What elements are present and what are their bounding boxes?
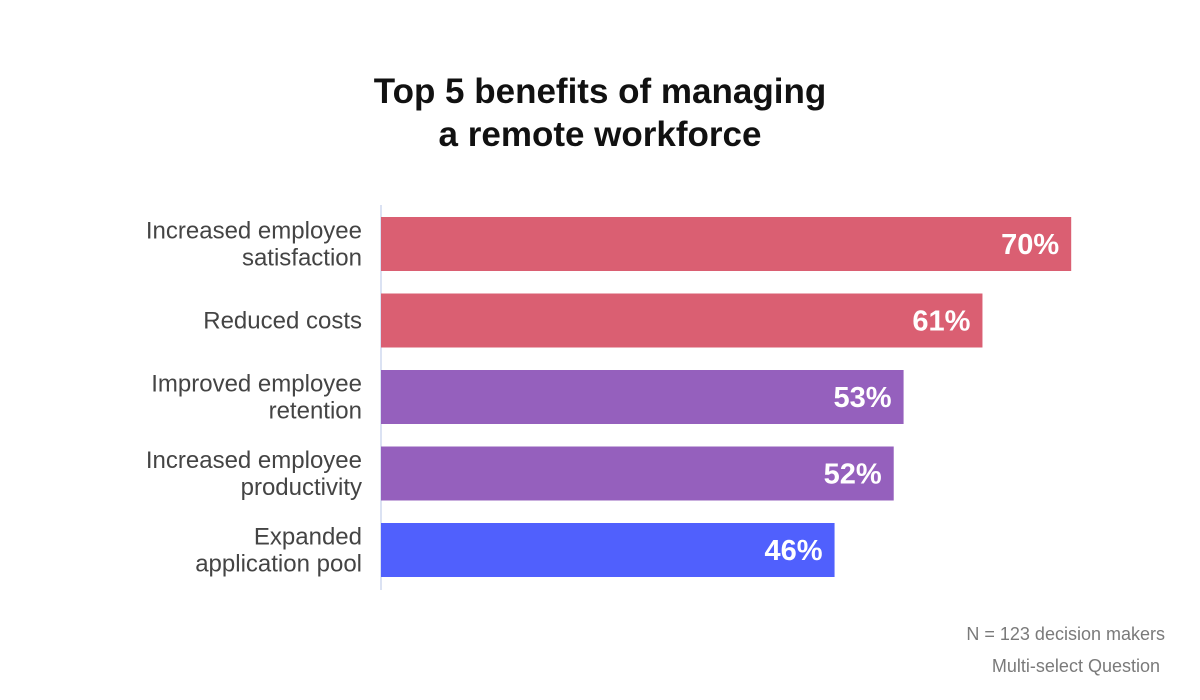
bar-2	[381, 293, 983, 348]
category-label-1-line-2: satisfaction	[242, 245, 362, 272]
chart-title-line-1: Top 5 benefits of managing	[373, 72, 827, 111]
sample-size-note: N = 123 decision makers	[966, 624, 1165, 644]
category-label-5-line-1: Expanded	[254, 524, 362, 551]
category-label-4-line-2: productivity	[241, 474, 362, 501]
bar-4	[381, 446, 894, 501]
category-label-4: Increased employee productivity	[146, 447, 362, 501]
category-label-3: Improved employee retention	[151, 371, 362, 425]
category-label-1-line-1: Increased employee	[146, 218, 362, 245]
category-label-2-line-1: Reduced costs	[203, 308, 362, 335]
category-label-3-line-2: retention	[269, 398, 362, 425]
bar-1	[381, 217, 1072, 271]
bar-value-label-5: 46%	[765, 535, 823, 567]
bar-value-label-3: 53%	[834, 382, 892, 414]
chart-title: Top 5 benefits of managing a remote work…	[0, 70, 1200, 156]
category-label-5-line-2: application pool	[195, 551, 362, 578]
chart-title-line-2: a remote workforce	[438, 115, 762, 154]
category-label-2: Reduced costs	[203, 308, 362, 335]
category-label-3-line-1: Improved employee	[151, 371, 362, 398]
category-label-4-line-1: Increased employee	[146, 447, 362, 474]
category-label-1: Increased employee satisfaction	[146, 218, 362, 272]
question-type-note: Multi-select Question	[991, 656, 1160, 676]
bar-value-label-2: 61%	[912, 306, 970, 338]
bar-value-label-1: 70%	[1001, 229, 1059, 261]
bar-5	[381, 523, 835, 577]
category-label-5: Expanded application pool	[195, 524, 362, 578]
bar-value-label-4: 52%	[824, 459, 882, 491]
bar-3	[381, 370, 904, 424]
